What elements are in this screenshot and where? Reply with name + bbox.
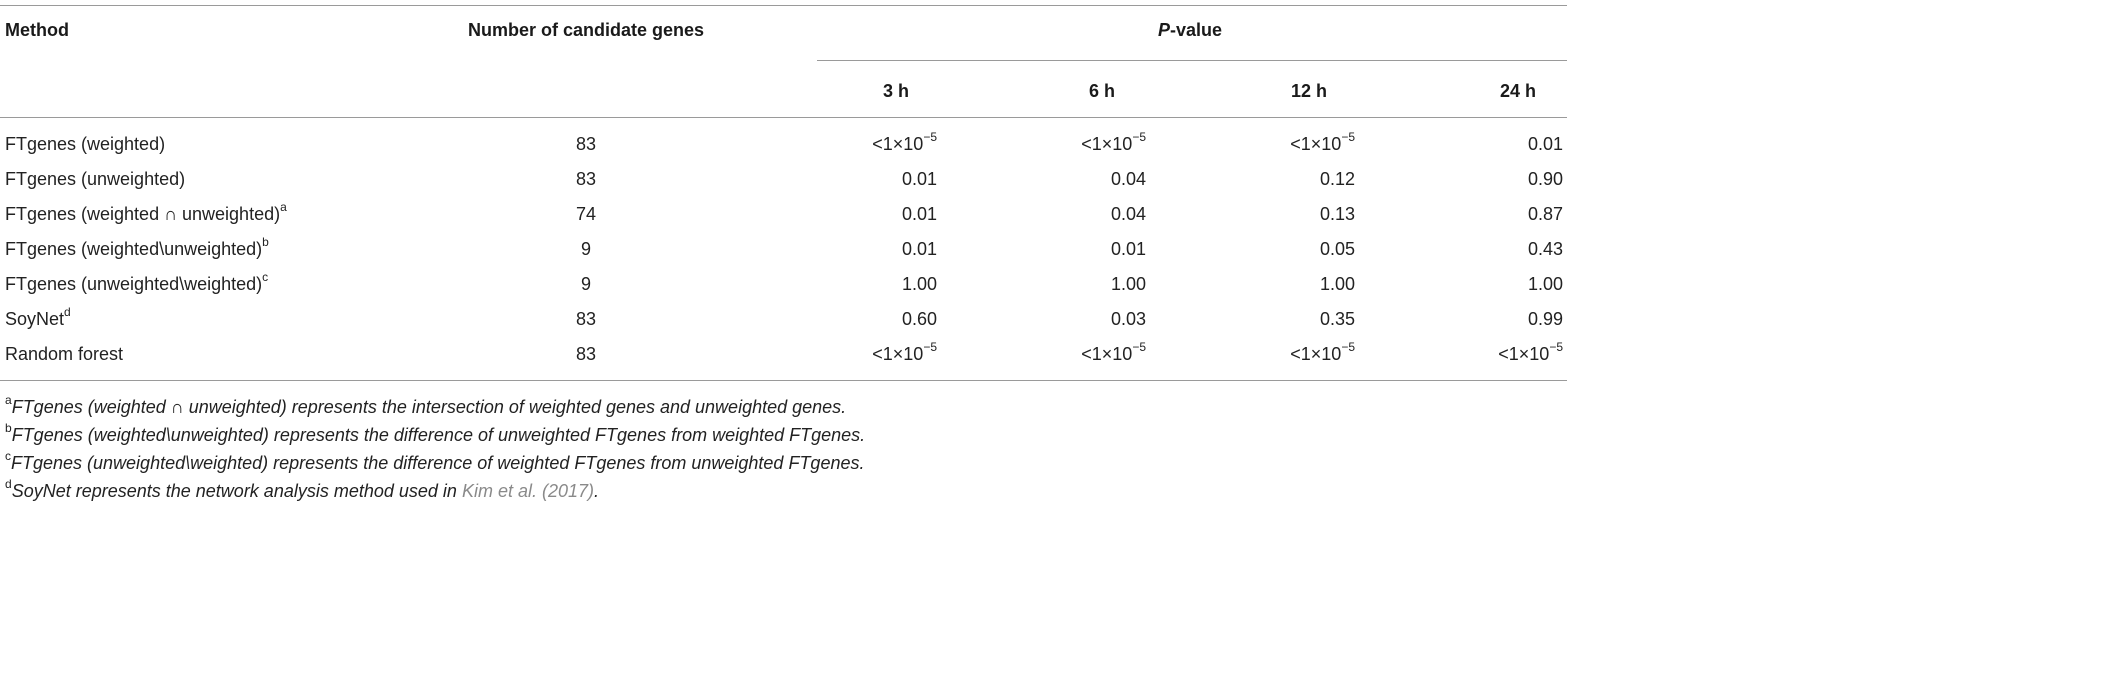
pvalue-cell: <1×10−5 bbox=[1498, 340, 1563, 364]
method-cell: SoyNetd bbox=[5, 305, 71, 331]
pvalue-cell: 0.99 bbox=[1527, 309, 1563, 329]
header-pvalue: P-value bbox=[1157, 20, 1223, 40]
footnote-a: aFTgenes (weighted ∩ unweighted) represe… bbox=[5, 393, 847, 419]
pvalue-cell: 0.87 bbox=[1527, 204, 1563, 224]
pvalue-cell: 0.90 bbox=[1527, 169, 1563, 189]
footnote-d: dSoyNet represents the network analysis … bbox=[5, 477, 600, 501]
method-label: FTgenes (weighted\unweighted) bbox=[5, 239, 263, 259]
pvalue-cell: <1×10−5 bbox=[1290, 340, 1355, 364]
pvalue-cell: 1.00 bbox=[1110, 274, 1146, 294]
header-bottom-rule bbox=[0, 117, 1567, 118]
method-cell: FTgenes (unweighted) bbox=[5, 167, 185, 191]
pvalue-cell: <1×10−5 bbox=[1081, 340, 1146, 364]
header-3h: 3 h bbox=[882, 81, 909, 101]
pvalue-cell: 0.13 bbox=[1319, 204, 1355, 224]
method-label: FTgenes (weighted ∩ unweighted) bbox=[5, 204, 281, 224]
footnote-marker: a bbox=[5, 393, 12, 407]
footnote-text: FTgenes (weighted ∩ unweighted) represen… bbox=[11, 397, 847, 417]
table-bottom-rule bbox=[0, 380, 1567, 381]
method-label: SoyNet bbox=[5, 309, 65, 329]
pvalue-cell: <1×10−5 bbox=[1290, 130, 1355, 154]
pvalue-cell: 1.00 bbox=[1527, 274, 1563, 294]
header-num-genes: Number of candidate genes bbox=[467, 20, 705, 40]
pvalue-cell: 0.60 bbox=[901, 309, 937, 329]
method-label: FTgenes (weighted) bbox=[5, 134, 166, 154]
pvalue-cell: 0.43 bbox=[1527, 239, 1563, 259]
pvalue-cell: <1×10−5 bbox=[872, 130, 937, 154]
pvalue-cell: 0.01 bbox=[901, 239, 937, 259]
pvalue-cell: <1×10−5 bbox=[872, 340, 937, 364]
method-cell: FTgenes (unweighted\weighted)c bbox=[5, 270, 269, 296]
pvalue-cell: 0.01 bbox=[1110, 239, 1146, 259]
num-genes-cell: 9 bbox=[580, 239, 592, 259]
pvalue-cell: 0.01 bbox=[901, 169, 937, 189]
num-genes-cell: 83 bbox=[575, 344, 597, 364]
footnote-marker: c bbox=[262, 270, 269, 284]
footnote-b: bFTgenes (weighted\unweighted) represent… bbox=[5, 421, 866, 447]
pvalue-cell: 0.03 bbox=[1110, 309, 1146, 329]
num-genes-cell: 74 bbox=[575, 204, 597, 224]
method-cell: FTgenes (weighted\unweighted)b bbox=[5, 235, 269, 261]
pvalue-cell: 0.12 bbox=[1319, 169, 1355, 189]
pvalue-cell: 1.00 bbox=[901, 274, 937, 294]
header-method: Method bbox=[5, 20, 69, 40]
footnote-marker: b bbox=[262, 235, 269, 249]
pvalue-cell: 0.04 bbox=[1110, 169, 1146, 189]
method-label: FTgenes (unweighted\weighted) bbox=[5, 274, 263, 294]
num-genes-cell: 9 bbox=[580, 274, 592, 294]
pvalue-cell: 0.01 bbox=[901, 204, 937, 224]
header-12h: 12 h bbox=[1290, 81, 1327, 101]
header-24h: 24 h bbox=[1499, 81, 1536, 101]
footnote-text: FTgenes (weighted\unweighted) represents… bbox=[11, 425, 866, 445]
footnote-marker: d bbox=[64, 305, 71, 319]
method-cell: Random forest bbox=[5, 342, 123, 366]
citation-link[interactable]: Kim et al. (2017) bbox=[461, 481, 594, 501]
footnote-marker: c bbox=[5, 449, 11, 463]
pvalue-cell: 1.00 bbox=[1319, 274, 1355, 294]
num-genes-cell: 83 bbox=[575, 169, 597, 189]
footnote-text: SoyNet represents the network analysis m… bbox=[11, 481, 462, 501]
method-cell: FTgenes (weighted ∩ unweighted)a bbox=[5, 200, 287, 226]
footnote-c: cFTgenes (unweighted\weighted) represent… bbox=[5, 449, 865, 475]
pvalue-cell: 0.04 bbox=[1110, 204, 1146, 224]
pvalue-group-rule bbox=[817, 60, 1567, 61]
num-genes-cell: 83 bbox=[575, 309, 597, 329]
footnote-text: FTgenes (unweighted\weighted) represents… bbox=[11, 453, 865, 473]
pvalue-cell: 0.01 bbox=[1527, 134, 1563, 154]
pvalue-cell: 0.05 bbox=[1319, 239, 1355, 259]
header-6h: 6 h bbox=[1088, 81, 1115, 101]
pvalue-cell: <1×10−5 bbox=[1081, 130, 1146, 154]
table-top-rule bbox=[0, 5, 1567, 6]
footnote-marker: d bbox=[5, 477, 12, 491]
method-label: Random forest bbox=[5, 344, 124, 364]
method-label: FTgenes (unweighted) bbox=[5, 169, 186, 189]
footnote-marker: a bbox=[280, 200, 287, 214]
pvalue-cell: 0.35 bbox=[1319, 309, 1355, 329]
method-cell: FTgenes (weighted) bbox=[5, 132, 165, 156]
num-genes-cell: 83 bbox=[575, 134, 597, 154]
footnote-marker: b bbox=[5, 421, 12, 435]
